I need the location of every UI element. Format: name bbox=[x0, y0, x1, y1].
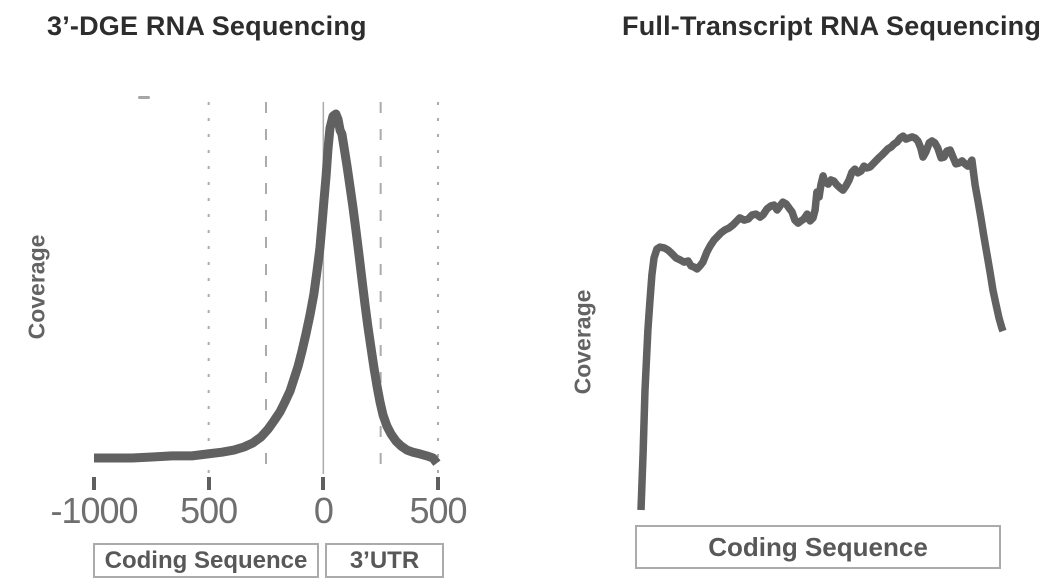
x-axis-tick-label: 0 bbox=[313, 490, 334, 531]
x-axis-tick-label: 500 bbox=[180, 490, 238, 531]
coding-sequence-region-box-right: Coding Sequence bbox=[635, 525, 1001, 569]
coding-sequence-region-box-left: Coding Sequence bbox=[93, 543, 319, 578]
x-axis-tick-mark bbox=[436, 477, 440, 490]
x-axis-tick-mark bbox=[92, 477, 96, 490]
three-prime-utr-label: 3’UTR bbox=[349, 546, 420, 574]
x-axis-tick-mark bbox=[321, 477, 326, 490]
x-axis-tick-label: 500 bbox=[409, 490, 467, 531]
right-chart-title: Full-Transcript RNA Sequencing bbox=[622, 11, 1042, 41]
x-axis-tick-mark bbox=[206, 477, 211, 490]
coverage-curve-full-transcript bbox=[637, 132, 1007, 511]
right-y-axis-label: Coverage bbox=[569, 289, 596, 395]
x-axis-tick-label: -1000 bbox=[50, 490, 138, 531]
coverage-curve-dge bbox=[94, 109, 441, 466]
left-chart-title: 3’-DGE RNA Sequencing bbox=[47, 11, 367, 41]
coding-sequence-label-right: Coding Sequence bbox=[708, 531, 928, 562]
smudge-artifact bbox=[138, 96, 150, 99]
coding-sequence-label-left: Coding Sequence bbox=[104, 546, 308, 574]
three-prime-utr-region-box: 3’UTR bbox=[325, 543, 444, 578]
left-y-axis-label: Coverage bbox=[23, 234, 50, 340]
